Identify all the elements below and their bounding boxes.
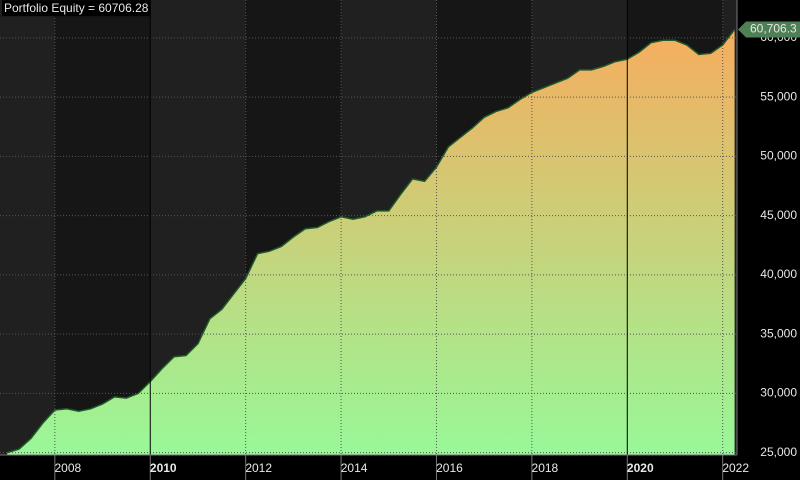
background-band [0, 0, 55, 455]
y-tick-label: 40,000 [760, 267, 797, 281]
y-tick-label: 45,000 [760, 208, 797, 222]
last-value-marker [738, 21, 800, 38]
y-tick-label: 25,000 [760, 445, 797, 459]
x-tick-label: 2016 [436, 461, 463, 475]
last-value-label: 60,706.3 [750, 22, 797, 36]
x-tick-label: 2010 [150, 461, 177, 475]
background-band [54, 0, 151, 455]
x-tick-label: 2008 [55, 461, 82, 475]
x-tick-label: 2022 [722, 461, 749, 475]
x-tick-label: 2020 [627, 461, 654, 475]
x-tick-label: 2012 [245, 461, 272, 475]
title-background [2, 0, 151, 17]
y-tick-label: 50,000 [760, 149, 797, 163]
equity-line [6, 29, 736, 454]
y-tick-label: 30,000 [760, 386, 797, 400]
chart-title: Portfolio Equity = 60706.28 [4, 1, 149, 15]
x-tick-label: 2018 [532, 461, 559, 475]
y-tick-label: 35,000 [760, 326, 797, 340]
equity-area [7, 29, 735, 455]
x-tick-label: 2014 [341, 461, 368, 475]
y-tick-label: 55,000 [760, 89, 797, 103]
